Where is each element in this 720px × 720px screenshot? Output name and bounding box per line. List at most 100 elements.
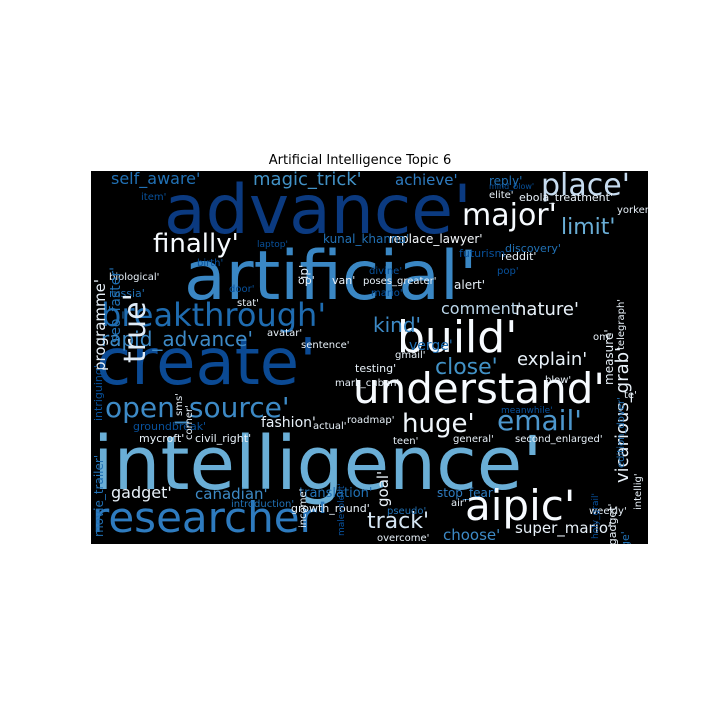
word-build: build' <box>397 312 518 363</box>
word-magic-trick: magic_trick' <box>253 171 362 190</box>
word-laptop: laptop' <box>257 240 288 250</box>
word-mind-blow: mind_blow' <box>489 182 535 191</box>
word-overcome: overcome' <box>377 533 430 544</box>
word-finally: finally' <box>153 229 239 259</box>
word-kunal-khanna: kunal_khanna' <box>323 232 410 246</box>
word-major: major' <box>462 198 557 233</box>
word-open-source: open_source' <box>105 391 290 424</box>
word-nature: nature' <box>515 299 579 320</box>
word-malevolent: malevolent' <box>337 483 347 536</box>
word-corner: corner' <box>184 405 195 440</box>
word-mycroft: mycroft' <box>139 432 185 445</box>
word-weekly: weekly' <box>589 506 627 517</box>
word-biological: biological' <box>109 272 160 283</box>
word-researcher: researcher' <box>92 493 329 542</box>
word-aipic: aipic' <box>465 481 576 530</box>
word-elite: elite' <box>489 190 514 201</box>
word-canadian: canadian' <box>195 485 268 503</box>
word-holy-grail: holy_grail' <box>591 493 601 539</box>
word-self-aware: self_aware' <box>111 171 201 188</box>
word-movie-trailer: movie_trailer' <box>92 454 106 537</box>
word-comment: comment' <box>441 299 522 318</box>
word-place: place' <box>541 171 630 203</box>
word-testing: testing' <box>355 362 397 375</box>
word-om: om' <box>593 332 612 343</box>
word-introduction: introduction' <box>231 499 295 510</box>
word-sentence: sentence' <box>301 340 350 351</box>
word-actual: actual' <box>313 421 347 432</box>
word-income: income' <box>298 488 309 528</box>
word-true: true' <box>118 293 153 363</box>
word-understand: understand' <box>353 364 605 413</box>
word-meanwhile: meanwhile' <box>501 406 553 416</box>
word-kind: kind' <box>373 313 422 337</box>
word-stat: stat' <box>237 298 259 309</box>
word-edition-dover: edition_dover' <box>616 397 627 468</box>
word-avatar: avatar' <box>267 328 303 339</box>
word-limit: limit' <box>561 215 616 240</box>
word-translation: translation' <box>299 486 373 501</box>
word-measure: measure' <box>602 329 616 385</box>
word-intellig: intellig' <box>633 473 644 510</box>
word-op: op' <box>298 274 315 287</box>
word-cloud: advance' artificial' create' intelligenc… <box>91 171 648 544</box>
word-reply: reply' <box>489 174 523 188</box>
word-rapid-advance: rapid_advance' <box>101 327 253 351</box>
word-te: te' <box>624 390 637 401</box>
word-ebola-treatment: ebola_treatment' <box>519 191 613 204</box>
word-intriguing: intriguing' <box>92 365 105 421</box>
word-blow: blow' <box>545 375 572 386</box>
word-huge: huge' <box>402 409 475 439</box>
word-door: door' <box>229 284 255 295</box>
word-explain: explain' <box>517 349 588 370</box>
word-choose: choose' <box>443 526 501 544</box>
word-mario: mario' <box>371 288 403 299</box>
word-advance: advance' <box>164 171 472 250</box>
word-intelligence: intelligence' <box>93 421 543 507</box>
word-mark-cuban: mark_cuban' <box>335 378 400 389</box>
word-super-mario: super_mario' <box>515 519 613 537</box>
word-fashion: fashion' <box>261 415 316 431</box>
word-divine: divine' <box>369 266 403 277</box>
word-close: close' <box>435 355 498 380</box>
word-russia: russia' <box>109 287 145 300</box>
word-breakthrough: breakthrough' <box>101 296 327 334</box>
word-artificial: artificial' <box>184 237 478 316</box>
figure-title: Artificial Intelligence Topic 6 <box>268 153 452 168</box>
word-replace-lawyer: replace_lawyer' <box>389 232 483 246</box>
word-groundbreak: groundbreak' <box>133 420 207 433</box>
word-stop-fear: stop_fear' <box>437 486 497 500</box>
word-discovery: discovery' <box>505 242 561 255</box>
word-verge: verge' <box>409 338 453 354</box>
word-item: item' <box>141 192 167 203</box>
word-pop: pop' <box>497 266 519 277</box>
word-poses-greater: poses_greater' <box>363 276 437 287</box>
word-create: create' <box>96 326 317 400</box>
word-reddit: reddit' <box>501 250 537 263</box>
word-achieve: achieve' <box>395 171 458 189</box>
word-track: track' <box>367 509 430 534</box>
word-programme: programme' <box>91 279 109 371</box>
word-van: van' <box>332 274 356 287</box>
word-civil-right: civil_right' <box>195 432 252 445</box>
word-email: email' <box>497 404 582 437</box>
word-birth: birth' <box>197 258 224 269</box>
word-second-enlarged: second_enlarged' <box>515 434 603 445</box>
word-engadget: engadget' <box>606 503 619 544</box>
word-gadget: gadget' <box>111 483 172 502</box>
word-teen: teen' <box>393 436 419 447</box>
word-advantage: advantage' <box>619 531 632 544</box>
word-growth-round: growth_round' <box>291 502 370 515</box>
word-alert: alert' <box>454 278 486 292</box>
word-yorker: yorker' <box>617 205 648 216</box>
word-telegraph: telegraph' <box>616 298 627 350</box>
word-roadmap: roadmap' <box>347 415 395 426</box>
word-air: air' <box>451 498 467 509</box>
word-gmail: gmail' <box>395 350 426 361</box>
word-seo-faster: seo_faster' <box>108 267 124 343</box>
word-general: general' <box>453 434 494 445</box>
word-goal: goal' <box>374 470 392 507</box>
word-futurism: futurism' <box>459 247 509 260</box>
word-pseudo: pseudo' <box>387 506 427 517</box>
word-ip: ip' <box>297 264 311 279</box>
